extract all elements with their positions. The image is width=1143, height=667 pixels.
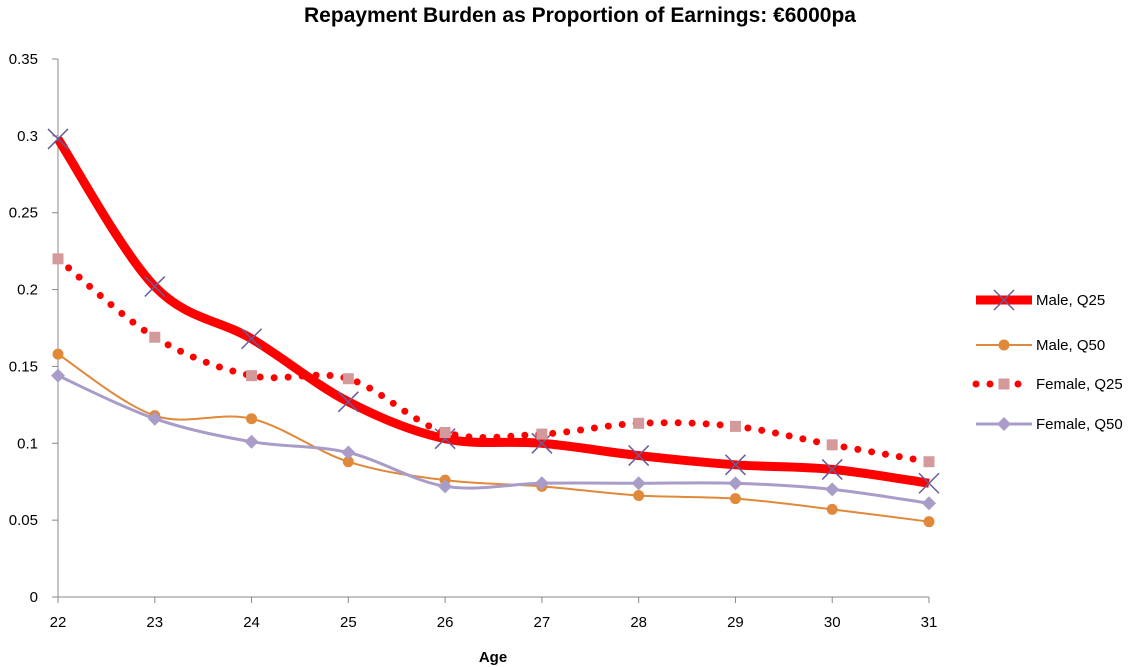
data-point <box>923 516 935 528</box>
data-point <box>51 368 65 383</box>
data-point <box>439 427 451 439</box>
legend-marker <box>993 289 1015 311</box>
y-tick-label: 0.35 <box>9 51 38 68</box>
x-tick-label: 27 <box>534 614 551 631</box>
x-tick-label: 25 <box>340 614 357 631</box>
y-tick-label: 0.3 <box>17 128 38 145</box>
x-tick-label: 24 <box>243 614 260 631</box>
data-point <box>47 128 69 150</box>
legend-item: Male, Q25 <box>976 289 1105 311</box>
y-tick-label: 0.05 <box>9 512 38 529</box>
data-point <box>144 275 166 298</box>
data-point <box>628 445 650 467</box>
legend-label: Female, Q50 <box>1036 416 1123 433</box>
legend-label: Male, Q25 <box>1036 292 1105 309</box>
x-tick-label: 29 <box>727 614 744 631</box>
data-point <box>147 411 162 426</box>
x-tick-label: 23 <box>146 614 163 631</box>
y-tick-label: 0.15 <box>9 358 38 375</box>
series-female-q25 <box>52 253 935 468</box>
x-axis-label: Age <box>479 649 507 666</box>
data-point <box>923 456 935 468</box>
data-point <box>52 253 64 265</box>
x-tick-label: 26 <box>437 614 454 631</box>
data-point <box>341 445 356 460</box>
data-point <box>918 472 940 494</box>
series-line <box>54 255 933 466</box>
legend-label: Male, Q50 <box>1036 337 1105 354</box>
legend-label: Female, Q25 <box>1036 376 1123 393</box>
legend-item: Male, Q50 <box>976 337 1105 354</box>
data-point <box>729 493 741 505</box>
data-point <box>241 328 263 350</box>
x-tick-label: 30 <box>824 614 841 631</box>
data-point <box>534 476 549 491</box>
legend: Male, Q25 Male, Q50 Female, Q25 Female, Q50 <box>972 289 1123 433</box>
y-tick-label: 0.1 <box>17 435 38 452</box>
y-tick-label: 0 <box>30 589 38 606</box>
chart-title: Repayment Burden as Proportion of Earnin… <box>304 4 856 27</box>
data-point <box>244 434 259 449</box>
data-point <box>536 428 548 440</box>
data-point <box>633 417 645 429</box>
series-line <box>57 353 930 523</box>
data-point <box>825 482 840 497</box>
data-point <box>633 490 645 502</box>
data-point <box>531 432 553 454</box>
data-point <box>821 458 843 480</box>
data-point <box>826 503 838 515</box>
data-point <box>52 348 64 360</box>
series-line <box>57 374 930 505</box>
x-tick-label: 31 <box>921 614 938 631</box>
series-line <box>54 136 930 488</box>
series-male-q25 <box>47 128 940 494</box>
data-point <box>246 413 258 425</box>
data-point <box>724 454 746 476</box>
data-point <box>729 420 741 432</box>
data-point <box>922 496 936 511</box>
data-point <box>246 370 258 382</box>
y-tick-label: 0.2 <box>17 282 38 299</box>
series-female-q50 <box>51 368 936 511</box>
x-tick-label: 28 <box>630 614 647 631</box>
legend-item: Female, Q50 <box>976 416 1123 433</box>
legend-marker <box>998 339 1010 351</box>
data-point <box>728 476 743 491</box>
y-tick-label: 0.25 <box>9 205 38 222</box>
legend-marker <box>998 378 1010 390</box>
data-point <box>342 373 354 385</box>
data-point <box>342 456 354 468</box>
data-point <box>438 479 453 494</box>
data-point <box>631 476 646 491</box>
data-point <box>826 439 838 451</box>
data-point <box>149 331 161 343</box>
data-point <box>337 391 359 413</box>
x-tick-label: 22 <box>50 614 67 631</box>
legend-marker <box>997 417 1011 431</box>
legend-item: Female, Q25 <box>972 376 1123 393</box>
